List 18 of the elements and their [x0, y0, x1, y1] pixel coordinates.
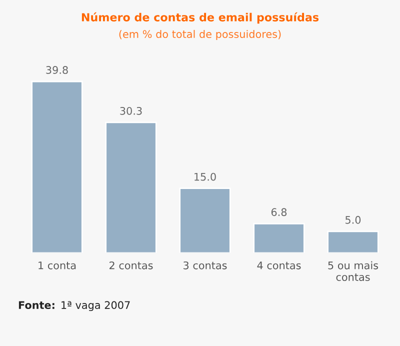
data-label: 39.8: [46, 66, 68, 74]
data-label: 30.3: [120, 106, 142, 115]
x-tick-label: 5 ou mais contas: [328, 261, 378, 281]
x-tick-label: 1 conta: [38, 262, 76, 270]
bar: [179, 188, 231, 253]
bar: [105, 122, 157, 253]
x-tick-label: 2 contas: [109, 261, 153, 270]
source-note: Fonte: 1ª vaga 2007: [18, 301, 130, 312]
chart-title: Número de contas de email possuídas: [82, 12, 319, 24]
x-tick-label: 4 contas: [257, 262, 301, 270]
bar: [327, 230, 379, 253]
data-label: 6.8: [271, 208, 287, 216]
bar: [31, 80, 83, 253]
x-tick-label: 3 contas: [184, 261, 227, 270]
data-label: 5.0: [346, 216, 361, 224]
data-label: 15.0: [194, 172, 216, 181]
bar: [253, 222, 305, 253]
chart-subtitle: (em % do total de possuidores): [119, 30, 281, 40]
